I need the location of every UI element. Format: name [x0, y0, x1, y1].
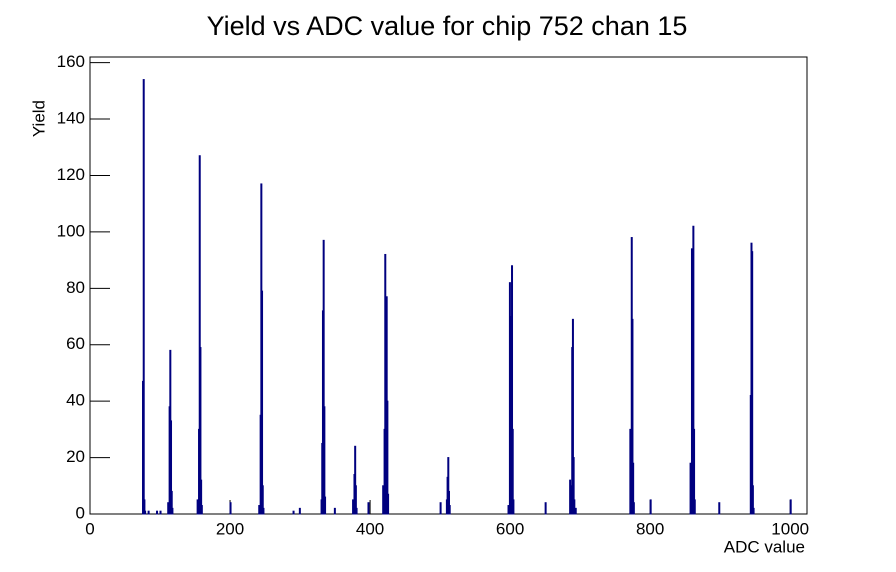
- y-axis-label: Yield: [29, 100, 48, 137]
- histogram-bin: [229, 502, 232, 515]
- histogram-bin: [507, 505, 510, 515]
- histogram-bin: [262, 507, 265, 515]
- histogram-bin: [200, 505, 203, 515]
- histogram-bin: [333, 507, 336, 515]
- histogram-bin: [693, 499, 696, 515]
- histogram-bin: [689, 462, 692, 515]
- histogram-bin: [649, 499, 652, 515]
- x-tick-label: 200: [216, 519, 244, 538]
- histogram-bin: [355, 507, 358, 515]
- y-tick-label: 20: [66, 447, 85, 466]
- histogram-bin: [352, 499, 355, 515]
- histogram-bin: [448, 505, 451, 515]
- x-tick-label: 1000: [771, 519, 809, 538]
- histogram-bin: [789, 499, 792, 515]
- y-tick-label: 120: [57, 165, 85, 184]
- y-tick-label: 140: [57, 109, 85, 128]
- histogram-bin: [258, 505, 261, 515]
- y-tick-label: 80: [66, 278, 85, 297]
- histogram-bin: [629, 428, 632, 515]
- histogram-bin: [569, 485, 572, 515]
- y-tick-label: 160: [57, 52, 85, 71]
- histogram-bin: [324, 496, 327, 515]
- histogram-bin: [439, 502, 442, 515]
- x-tick-label: 800: [636, 519, 664, 538]
- y-tick-label: 60: [66, 334, 85, 353]
- x-axis-label: ADC value: [724, 537, 805, 556]
- histogram-bin: [387, 493, 390, 515]
- x-tick-label: 0: [85, 519, 94, 538]
- histogram-bin: [367, 502, 370, 515]
- histogram-bin: [147, 510, 150, 515]
- histogram-bin: [718, 502, 721, 515]
- histogram-bin: [261, 290, 264, 515]
- histogram-bin: [512, 499, 515, 515]
- histogram-bin: [382, 485, 385, 515]
- histogram-bin: [573, 499, 576, 515]
- histogram-bin: [298, 507, 301, 515]
- histogram-bin: [509, 316, 512, 515]
- histogram-bin: [384, 253, 387, 515]
- x-tick-label: 600: [496, 519, 524, 538]
- histogram-bin: [167, 502, 170, 515]
- x-tick-label: 400: [356, 519, 384, 538]
- y-tick-label: 100: [57, 221, 85, 240]
- histogram-bin: [574, 507, 577, 515]
- histogram-bin: [142, 79, 145, 515]
- histogram-bin: [544, 502, 547, 515]
- histogram-bin: [752, 507, 755, 515]
- y-tick-label: 40: [66, 391, 85, 410]
- histogram-bin: [171, 507, 174, 515]
- histogram-bin: [156, 510, 159, 515]
- histogram-bin: [751, 251, 754, 515]
- histogram-bin: [292, 510, 295, 515]
- y-tick-label: 0: [76, 503, 85, 522]
- histogram-bin: [159, 510, 162, 515]
- histogram-bin: [144, 510, 147, 515]
- histogram-bin: [632, 502, 635, 515]
- histogram-bin: [196, 499, 199, 515]
- chart-title: Yield vs ADC value for chip 752 chan 15: [207, 11, 688, 41]
